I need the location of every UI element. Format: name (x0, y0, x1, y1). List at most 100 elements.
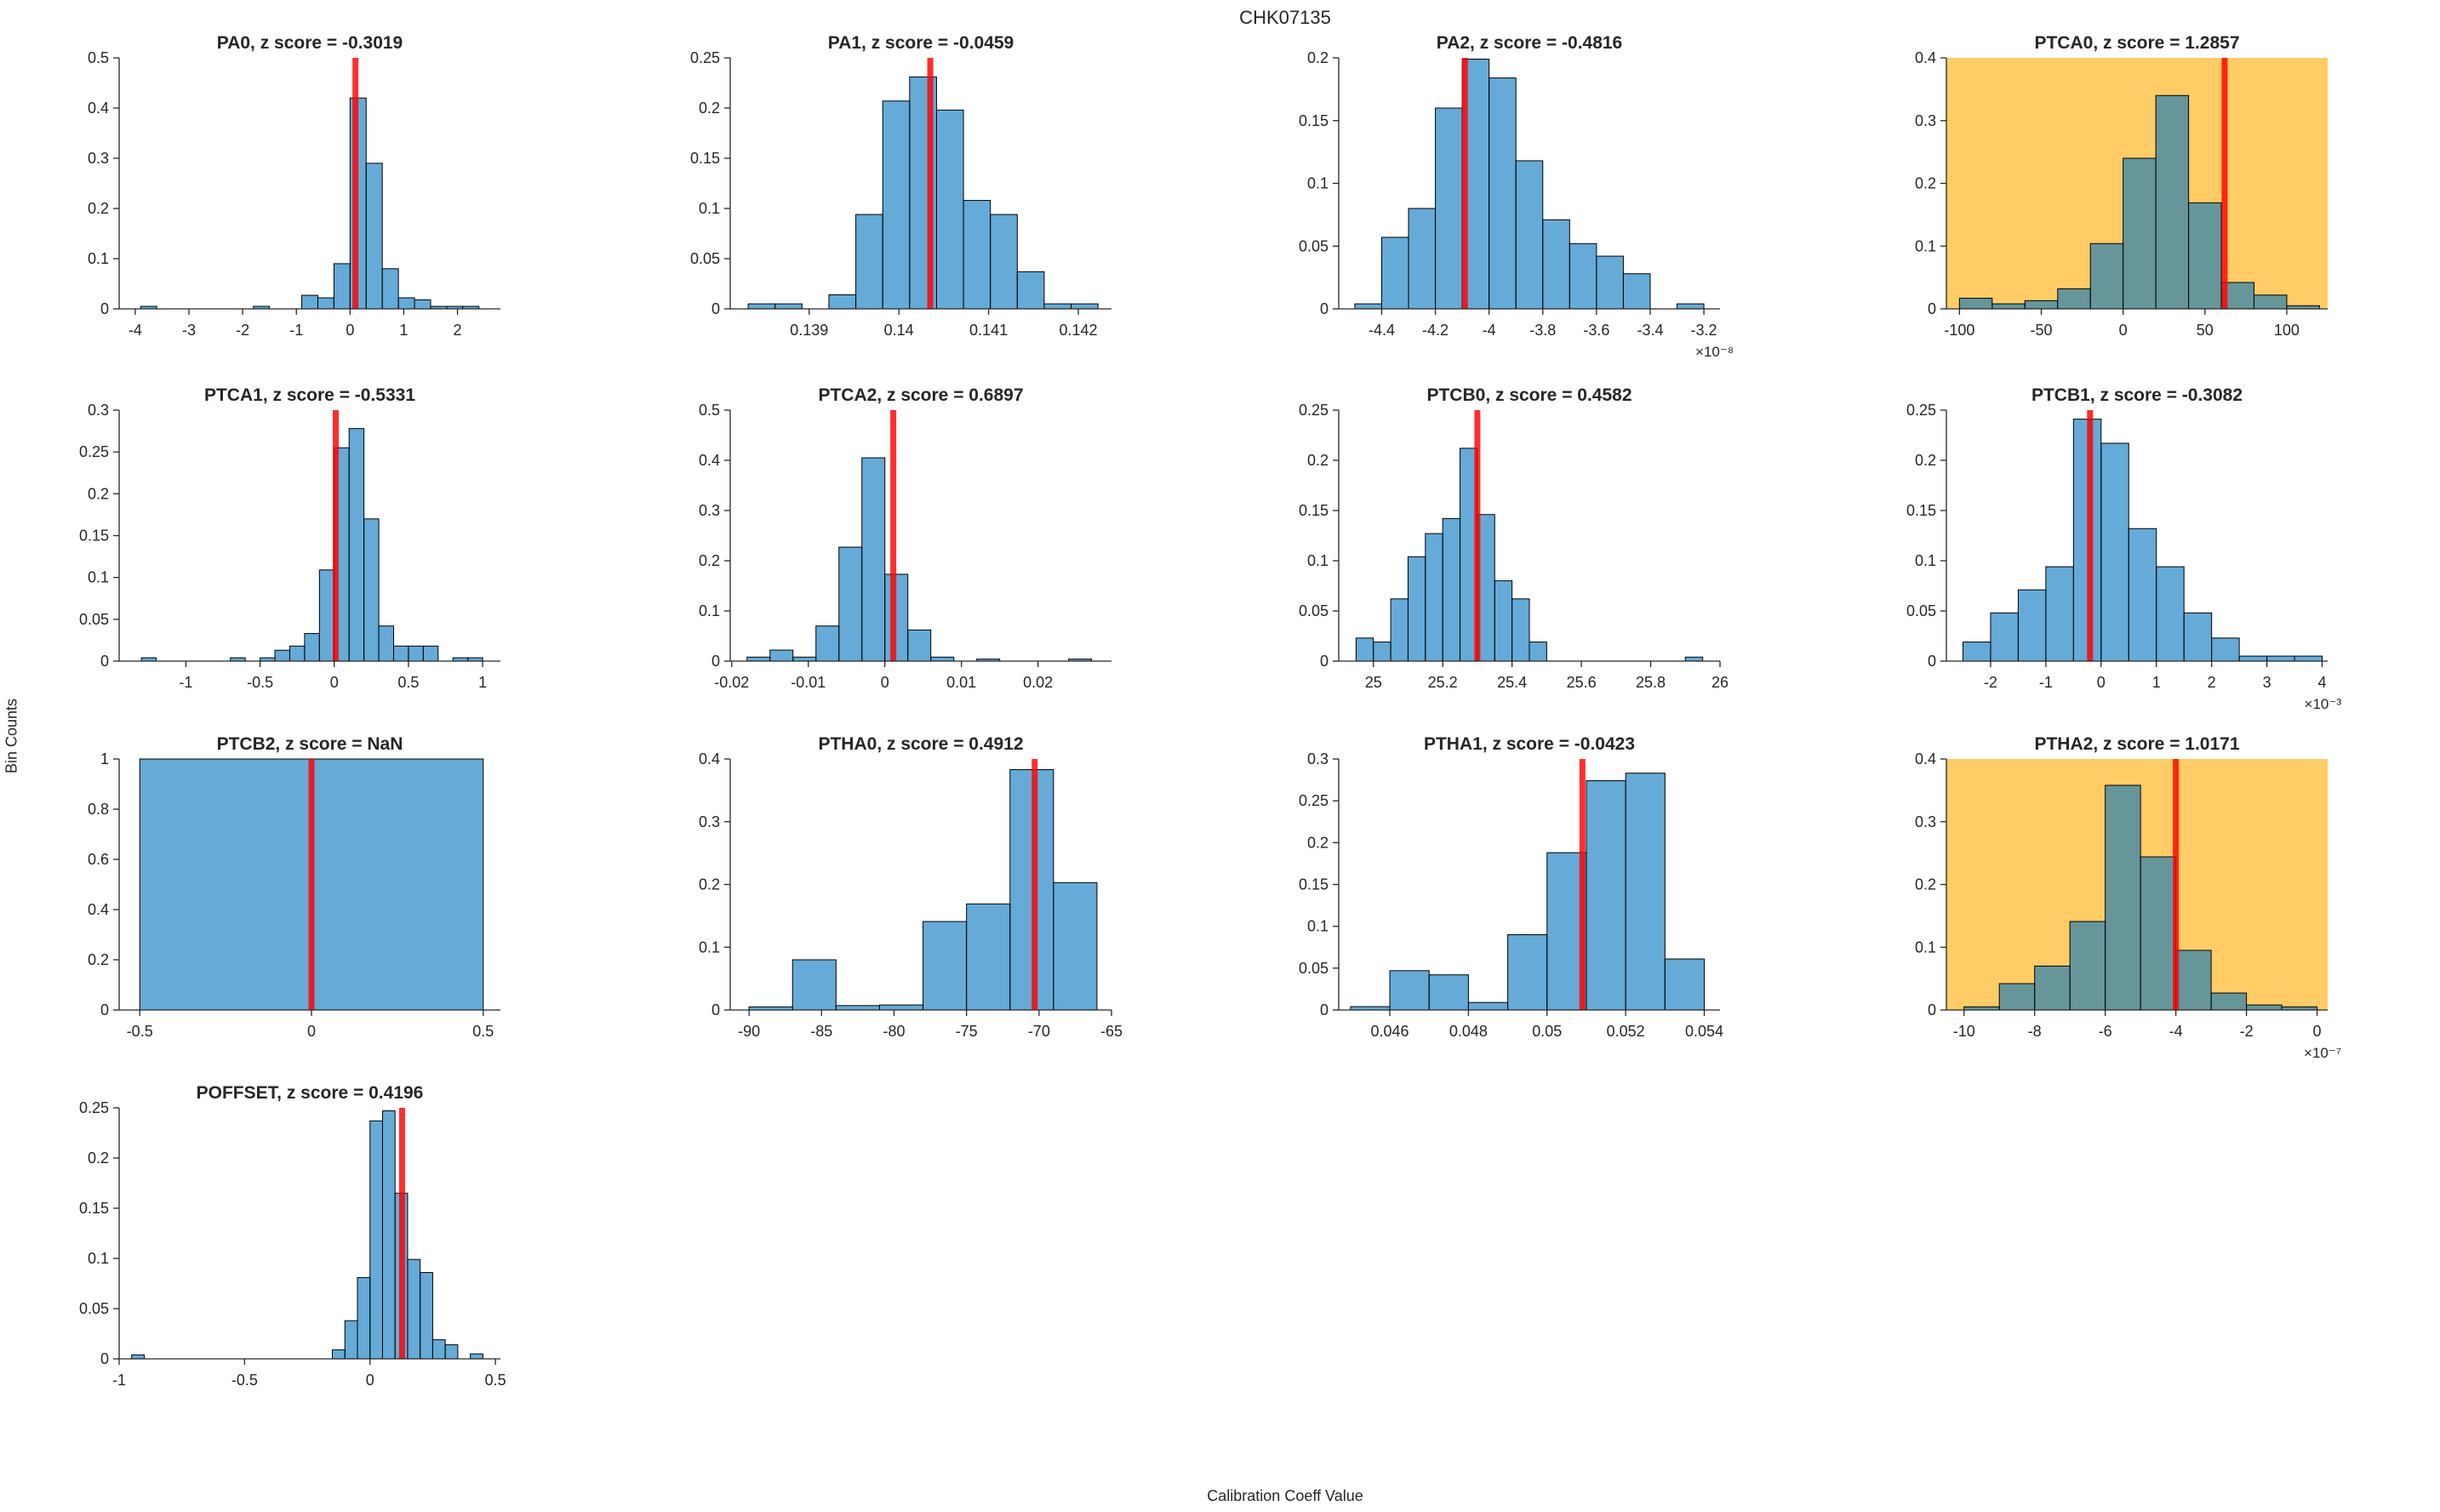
histogram-bar (1990, 612, 2019, 662)
subplot-POFFSET: -1 -0.5 0 0.5 0 0.05 0.1 0.15 0.2 0.25 POFFSET, z … (9, 1074, 604, 1429)
histogram-bar (2238, 655, 2268, 662)
histogram-bar (815, 625, 840, 662)
histogram-bar (1958, 297, 1993, 310)
x-tick-label: 0.048 (1449, 1023, 1488, 1040)
y-tick-label: 0.3 (1915, 813, 1936, 830)
histogram-bar (835, 1005, 880, 1011)
histogram-bar (2211, 637, 2240, 662)
histogram-bar (1677, 303, 1705, 310)
histogram-bar (878, 1004, 924, 1011)
x-tick-label: 0.14 (884, 322, 914, 339)
histogram-bar (304, 633, 320, 662)
histogram-bar (431, 1339, 446, 1360)
subplot-title: PTHA2, z score = 1.0171 (2034, 734, 2239, 754)
y-tick-label: 0.2 (1307, 834, 1329, 851)
x-tick-label: 1 (399, 322, 408, 339)
x-tick-label: -0.5 (247, 674, 273, 691)
x-tick-label: 0 (330, 674, 339, 691)
histogram-bar (1529, 642, 1547, 662)
y-tick-label: 0 (711, 300, 720, 317)
histogram-bar (828, 294, 857, 310)
histogram-bar (274, 649, 290, 662)
x-tick-label: -4 (1483, 322, 1496, 339)
x-tick-label: -85 (810, 1023, 832, 1040)
histogram-bar (414, 299, 431, 310)
histogram-bar (470, 1353, 483, 1360)
y-tick-label: 0.1 (699, 602, 720, 619)
histogram-bar (1596, 255, 1624, 310)
y-tick-label: 0 (1320, 300, 1329, 317)
x-tick-label: 0 (307, 1023, 316, 1040)
histogram-bar (966, 903, 1011, 1011)
x-tick-label: -0.01 (791, 674, 826, 691)
histogram-bar (1467, 1001, 1509, 1011)
y-tick-label: 0.2 (1307, 452, 1329, 469)
histogram-bar (1622, 273, 1651, 310)
x-tick-label: -2 (1984, 674, 1997, 691)
x-tick-label: 0.046 (1371, 1023, 1409, 1040)
histogram-bar (2034, 965, 2071, 1011)
subplot-PTCB1: -2 -1 0 1 2 3 4 0 0.05 0.1 0.15 0.2 0.25 ×10⁻³ PTCB1, … (1836, 376, 2431, 731)
y-tick-label: 0.1 (1307, 552, 1329, 569)
histogram-bar (1389, 970, 1430, 1011)
y-tick-label: 0.1 (1915, 237, 1936, 254)
histogram-PTCB2: -0.5 0 0.5 0 0.2 0.4 0.6 0.8 1 PTCB2, z score = N… (88, 734, 500, 1040)
x-tick-label: -6 (2099, 1023, 2112, 1040)
y-tick-label: 0.4 (699, 452, 720, 469)
histogram-bar (861, 457, 886, 662)
y-tick-label: 0.3 (699, 813, 720, 830)
x-tick-label: -4.2 (1422, 322, 1449, 339)
y-tick-label: 0.05 (79, 611, 109, 628)
y-tick-label: 0.5 (699, 402, 720, 419)
y-tick-label: 0.1 (699, 200, 720, 217)
histogram-bar (1435, 107, 1463, 310)
histogram-bar (1043, 303, 1072, 310)
y-tick-label: 0.1 (88, 250, 109, 267)
y-tick-label: 0.4 (1915, 49, 1936, 66)
histogram-bar (1542, 219, 1570, 310)
y-tick-label: 0.15 (1299, 502, 1329, 519)
histogram-bar (301, 294, 318, 310)
histogram-bar (882, 100, 911, 310)
histogram-bar (444, 1344, 459, 1360)
x-tick-label: 25.8 (1636, 674, 1666, 691)
histogram-bar (2089, 242, 2124, 310)
x-tick-label: 0.01 (946, 674, 976, 691)
histogram-bar (1373, 642, 1391, 662)
histogram-bar (1511, 598, 1530, 662)
subplot-title: PTHA1, z score = -0.0423 (1424, 734, 1635, 754)
x-tick-label: 100 (2274, 322, 2300, 339)
figure-title: CHK07135 (1239, 7, 1331, 28)
histogram-bar (774, 303, 803, 310)
histogram-PA1: 0.139 0.14 0.141 0.142 0 0.05 0.1 0.15 0.2 0.25 PA… (690, 33, 1111, 339)
histogram-POFFSET: -1 -0.5 0 0.5 0 0.05 0.1 0.15 0.2 0.25 POFFSET, z … (79, 1083, 506, 1389)
figure-xlabel: Calibration Coeff Value (1207, 1487, 1363, 1504)
histogram-bar (1664, 958, 1706, 1011)
x-tick-label: -3.2 (1691, 322, 1717, 339)
histogram-bar (1991, 303, 2026, 310)
x-tick-label: -1 (112, 1372, 126, 1389)
x-tick-label: 2 (454, 322, 462, 339)
histogram-bar (1684, 656, 1704, 662)
x-tick-label: -0.5 (231, 1372, 258, 1389)
subplot-title: PTCB0, z score = 0.4582 (1426, 385, 1631, 405)
histogram-bar (1494, 580, 1513, 662)
y-tick-label: 0.2 (1915, 175, 1936, 192)
x-tick-label: -4.4 (1369, 322, 1395, 339)
histogram-bar (2266, 655, 2295, 662)
subplot-PA0: -4 -3 -2 -1 0 1 2 0 0.1 0.2 0.3 0.4 0.5 PA0, z score … (9, 24, 604, 379)
y-tick-label: 0 (1928, 1001, 1936, 1018)
subplot-PTCA1: -1 -0.5 0 0.5 1 0 0.05 0.1 0.15 0.2 0.25 0.3 PTCA1, … (9, 376, 604, 731)
histogram-bar (422, 645, 439, 662)
x-tick-label: -0.5 (127, 1023, 153, 1040)
histogram-bar (289, 645, 306, 662)
y-tick-label: 0.25 (79, 443, 109, 460)
subplot-PTCA2: -0.02 -0.01 0 0.01 0.02 0 0.1 0.2 0.3 0.4 0.5 PTCA2… (620, 376, 1215, 731)
histogram-bar (381, 268, 399, 310)
x-tick-label: -50 (2031, 322, 2053, 339)
x-tick-label: -65 (1100, 1023, 1123, 1040)
subplot-title: PTHA0, z score = 0.4912 (818, 734, 1023, 754)
y-tick-label: 0.2 (88, 200, 109, 217)
histogram-bar (1489, 77, 1517, 310)
x-tick-label: 0.5 (485, 1372, 506, 1389)
